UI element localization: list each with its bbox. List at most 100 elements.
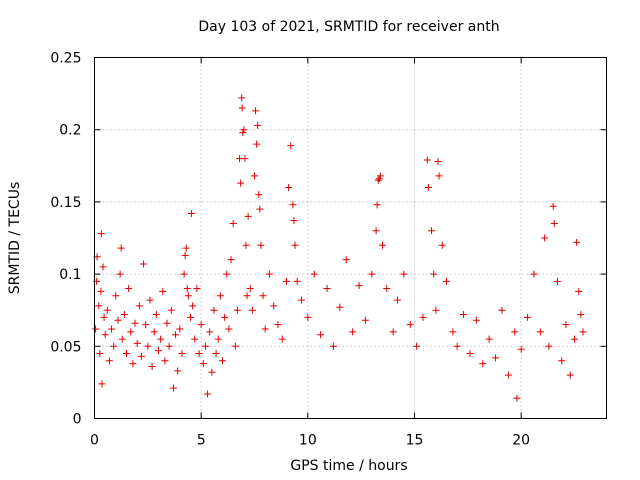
data-point bbox=[248, 306, 256, 314]
data-point bbox=[137, 352, 145, 360]
x-tick-labels: 0 5 10 15 20 bbox=[90, 433, 530, 449]
data-point bbox=[197, 321, 205, 329]
data-point bbox=[406, 321, 414, 329]
data-point bbox=[97, 287, 105, 295]
data-point bbox=[221, 313, 229, 321]
data-point bbox=[182, 244, 190, 252]
data-point bbox=[176, 325, 184, 333]
x-tick-label: 10 bbox=[299, 433, 317, 449]
y-tick-label: 0 bbox=[73, 412, 82, 428]
data-point bbox=[133, 339, 141, 347]
y-axis-label: SRMTID / TECUs bbox=[7, 182, 23, 295]
data-point bbox=[172, 331, 180, 339]
data-point bbox=[155, 347, 162, 355]
data-point bbox=[142, 321, 150, 329]
x-axis-label: GPS time / hours bbox=[290, 458, 407, 474]
data-point bbox=[317, 331, 325, 339]
data-point bbox=[159, 287, 167, 295]
data-point bbox=[257, 241, 265, 249]
data-point bbox=[297, 296, 305, 304]
data-point bbox=[148, 363, 156, 371]
data-point bbox=[545, 342, 553, 350]
data-point bbox=[161, 357, 169, 365]
data-point bbox=[187, 313, 194, 321]
data-point bbox=[167, 306, 175, 314]
data-point bbox=[443, 277, 450, 285]
data-point bbox=[125, 285, 133, 293]
data-point bbox=[413, 342, 421, 350]
data-point bbox=[191, 335, 199, 343]
data-point bbox=[389, 328, 397, 336]
data-point bbox=[129, 360, 137, 368]
data-point bbox=[214, 335, 222, 343]
data-point bbox=[135, 302, 143, 310]
data-point bbox=[291, 241, 299, 249]
data-point bbox=[270, 302, 278, 310]
data-point bbox=[498, 306, 506, 314]
data-point bbox=[140, 260, 148, 268]
data-point bbox=[189, 302, 197, 310]
data-point bbox=[237, 179, 245, 187]
data-point bbox=[579, 328, 587, 336]
data-point bbox=[238, 94, 246, 102]
data-point bbox=[562, 321, 570, 329]
data-point bbox=[393, 296, 401, 304]
data-point bbox=[105, 357, 113, 365]
data-point bbox=[255, 191, 263, 199]
data-point bbox=[144, 342, 152, 350]
data-point bbox=[146, 296, 154, 304]
data-point bbox=[98, 380, 106, 388]
y-tick-label: 0.05 bbox=[50, 339, 81, 355]
data-point bbox=[513, 394, 521, 402]
data-point bbox=[227, 256, 235, 264]
data-point bbox=[117, 244, 125, 252]
data-point bbox=[206, 328, 214, 336]
data-point bbox=[571, 335, 578, 343]
data-point bbox=[423, 156, 431, 164]
data-point bbox=[178, 350, 186, 358]
data-point bbox=[240, 126, 248, 134]
data-point bbox=[349, 328, 357, 336]
data-point bbox=[123, 350, 130, 358]
data-point bbox=[92, 325, 100, 333]
data-point bbox=[419, 313, 427, 321]
data-point bbox=[208, 368, 216, 376]
data-point bbox=[152, 311, 160, 319]
data-point bbox=[246, 285, 254, 293]
data-point bbox=[150, 328, 158, 336]
data-point bbox=[336, 303, 344, 311]
data-point bbox=[383, 285, 391, 293]
data-point bbox=[201, 342, 209, 350]
data-point bbox=[283, 277, 290, 285]
data-point bbox=[241, 155, 249, 163]
data-point bbox=[219, 357, 226, 365]
data-point bbox=[242, 241, 250, 249]
data-point bbox=[285, 183, 293, 191]
y-tick-label: 0.15 bbox=[50, 195, 81, 211]
y-tick-label: 0.25 bbox=[50, 51, 81, 67]
data-point bbox=[434, 157, 442, 165]
data-point bbox=[238, 104, 246, 112]
data-point bbox=[101, 331, 109, 339]
data-point bbox=[492, 354, 500, 362]
data-point bbox=[376, 172, 384, 180]
data-point bbox=[573, 238, 581, 246]
chart-title: Day 103 of 2021, SRMTID for receiver ant… bbox=[198, 19, 499, 35]
data-point bbox=[165, 342, 173, 350]
data-point bbox=[373, 201, 381, 209]
data-point bbox=[112, 292, 120, 300]
data-point bbox=[293, 277, 301, 285]
data-point bbox=[239, 129, 247, 137]
data-point bbox=[212, 350, 220, 358]
data-point bbox=[479, 360, 487, 368]
data-point bbox=[368, 270, 376, 278]
data-point bbox=[438, 241, 446, 249]
data-point bbox=[379, 241, 386, 249]
y-tick-label: 0.2 bbox=[59, 123, 81, 139]
data-point bbox=[428, 227, 436, 235]
data-point bbox=[183, 285, 191, 293]
data-point bbox=[195, 350, 203, 358]
y-tick-labels: 0 0.05 0.1 0.15 0.2 0.25 bbox=[50, 51, 81, 428]
data-point bbox=[524, 313, 532, 321]
